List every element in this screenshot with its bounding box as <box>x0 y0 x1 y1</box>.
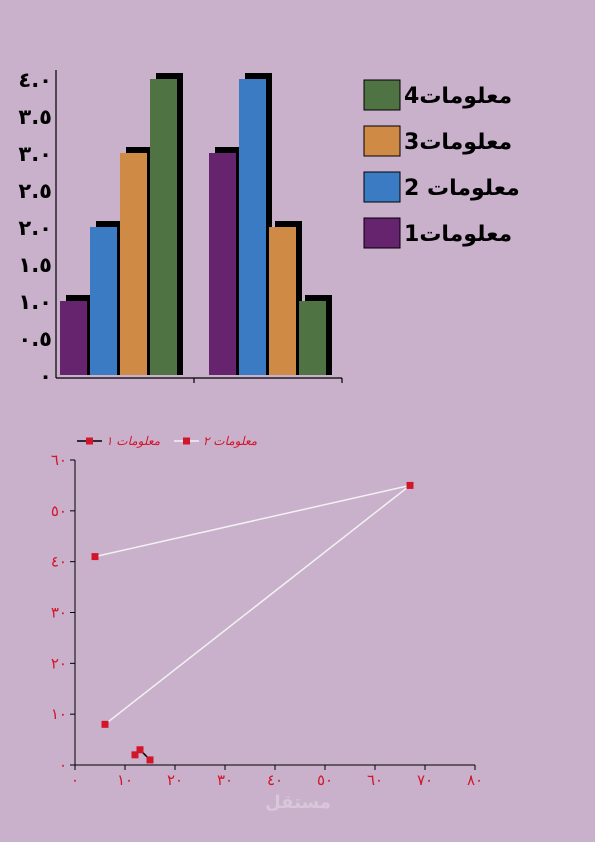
data-point <box>147 756 154 763</box>
legend-swatch <box>364 126 400 156</box>
legend-label: معلومات4 <box>404 84 512 109</box>
legend-label: معلومات 2 <box>404 176 520 201</box>
data-point <box>407 482 414 489</box>
legend-label: معلومات3 <box>404 130 512 155</box>
legend-label: معلومات ١ <box>106 434 161 448</box>
bar <box>239 79 266 375</box>
bar <box>299 301 326 375</box>
y-tick-label: ٣.٥ <box>18 105 52 129</box>
y-tick-label: ٢٠ <box>51 654 67 672</box>
x-tick-label: ٥٠ <box>317 771 333 789</box>
x-tick-label: ٠ <box>71 771 79 789</box>
y-tick-label: ٥٠ <box>51 502 67 520</box>
data-point <box>137 746 144 753</box>
legend-label: معلومات1 <box>404 222 512 247</box>
legend-swatch <box>364 172 400 202</box>
y-tick-label: ٣.٠ <box>18 142 52 166</box>
legend-swatch <box>364 80 400 110</box>
x-tick-label: ٢٠ <box>167 771 183 789</box>
y-tick-label: ٤.٠ <box>18 68 52 92</box>
bar <box>60 301 87 375</box>
x-tick-label: ١٠ <box>117 771 133 789</box>
scatter-chart: ٠ ١٠ ٢٠ ٣٠ ٤٠ ٥٠ ٦٠ ٠ ١٠ ٢٠ ٣٠ ٤٠ ٥٠ ٦٠ ٧٠ ٨٠ معلومات ١ م… <box>51 434 483 789</box>
x-tick-label: ٦٠ <box>367 771 383 789</box>
bar <box>150 79 177 375</box>
data-point <box>102 721 109 728</box>
y-tick-label: ١.٥ <box>18 253 52 277</box>
y-tick-label: ١٠ <box>51 705 67 723</box>
bar <box>120 153 147 375</box>
y-tick-label: ٦٠ <box>51 451 67 469</box>
y-tick-label: ٢.٠ <box>18 216 52 240</box>
x-tick-label: ٧٠ <box>417 771 433 789</box>
bar <box>209 153 236 375</box>
legend-marker <box>86 438 93 445</box>
watermark: مستقل <box>265 792 331 813</box>
x-tick-label: ٣٠ <box>217 771 233 789</box>
x-tick-label: ٤٠ <box>267 771 283 789</box>
y-tick-label: ٢.٥ <box>18 179 52 203</box>
bar <box>269 227 296 375</box>
y-tick-label: ٠ <box>59 756 67 774</box>
series-line <box>95 485 410 724</box>
x-tick-label: ٨٠ <box>467 771 483 789</box>
data-point <box>92 553 99 560</box>
y-tick-label: ٤٠ <box>51 553 67 571</box>
bar <box>90 227 117 375</box>
y-tick-label: ٠ <box>39 364 52 388</box>
y-tick-label: ٠.٥ <box>18 327 52 351</box>
y-tick-label: ٣٠ <box>51 604 67 622</box>
legend-swatch <box>364 218 400 248</box>
legend-label: معلومات ٢ <box>203 434 258 448</box>
bar-chart: ٠ ٠.٥ ١.٠ ١.٥ ٢.٠ ٢.٥ ٣.٠ ٣.٥ ٤.٠ معلومات4 معلومات… <box>18 68 519 388</box>
legend-marker <box>183 438 190 445</box>
y-tick-label: ١.٠ <box>18 290 52 314</box>
